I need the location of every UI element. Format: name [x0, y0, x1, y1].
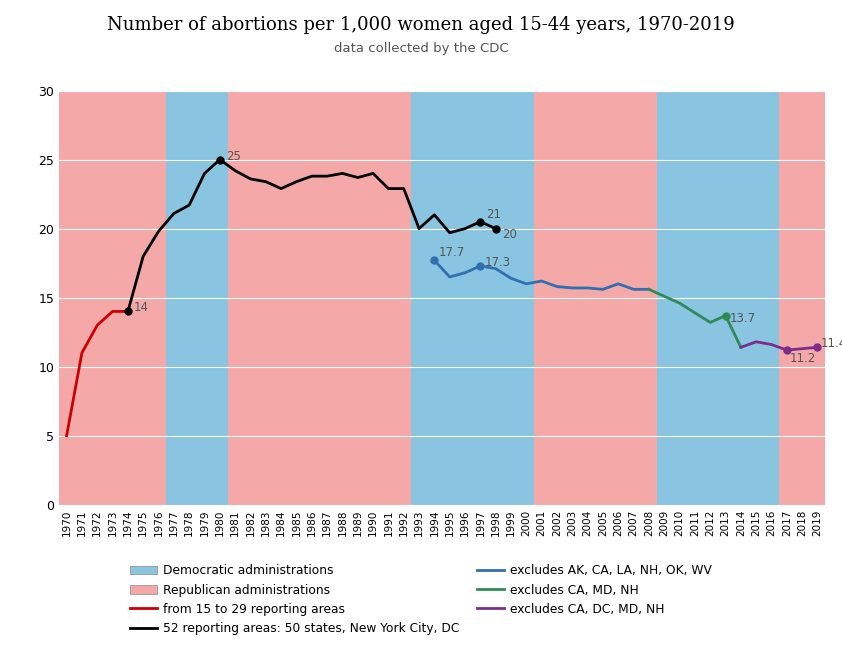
- Legend: Democratic administrations, Republican administrations, from 15 to 29 reporting : Democratic administrations, Republican a…: [124, 558, 718, 641]
- Bar: [166, 91, 227, 505]
- Text: 14: 14: [134, 302, 149, 314]
- Bar: [657, 91, 779, 505]
- Bar: [779, 91, 825, 505]
- Bar: [59, 91, 166, 505]
- Bar: [534, 91, 657, 505]
- Text: 25: 25: [226, 149, 241, 162]
- Text: Number of abortions per 1,000 women aged 15-44 years, 1970-2019: Number of abortions per 1,000 women aged…: [107, 16, 735, 34]
- Text: 11.2: 11.2: [790, 353, 816, 366]
- Text: 13.7: 13.7: [730, 313, 756, 325]
- Text: data collected by the CDC: data collected by the CDC: [333, 42, 509, 55]
- Text: 20: 20: [502, 228, 517, 241]
- Text: 11.4: 11.4: [821, 337, 842, 350]
- Bar: [227, 91, 412, 505]
- Bar: [412, 91, 534, 505]
- Text: 21: 21: [487, 208, 502, 221]
- Text: 17.7: 17.7: [439, 247, 466, 259]
- Text: 17.3: 17.3: [485, 256, 511, 269]
